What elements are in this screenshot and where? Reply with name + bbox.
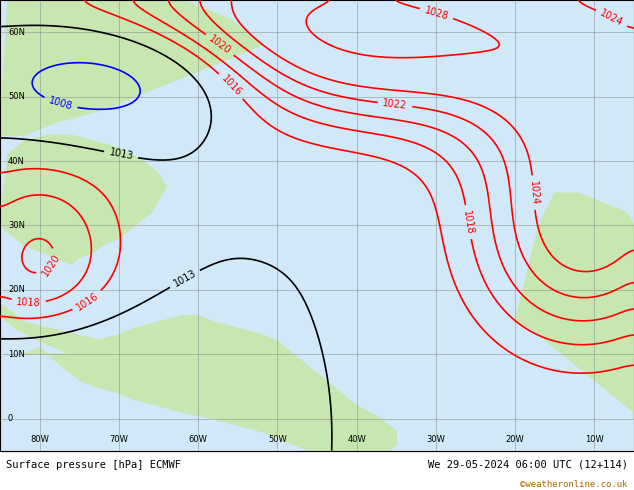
Text: 20W: 20W — [506, 435, 524, 444]
Text: 40W: 40W — [347, 435, 366, 444]
Text: 1022: 1022 — [382, 98, 408, 111]
Text: 60N: 60N — [8, 28, 25, 37]
Text: 80W: 80W — [30, 435, 49, 444]
Text: 30N: 30N — [8, 221, 25, 230]
Text: 1024: 1024 — [527, 180, 540, 205]
Text: 10N: 10N — [8, 350, 25, 359]
Text: Surface pressure [hPa] ECMWF: Surface pressure [hPa] ECMWF — [6, 460, 181, 469]
Text: 70W: 70W — [110, 435, 128, 444]
Text: 1020: 1020 — [207, 33, 233, 56]
Text: 1016: 1016 — [219, 74, 243, 98]
Text: 40N: 40N — [8, 156, 25, 166]
Text: 1013: 1013 — [172, 268, 198, 289]
Text: 1028: 1028 — [424, 5, 450, 22]
Text: 10W: 10W — [585, 435, 604, 444]
Text: 1024: 1024 — [598, 8, 625, 28]
Text: 20N: 20N — [8, 285, 25, 294]
Text: 1016: 1016 — [75, 291, 101, 312]
Text: 1020: 1020 — [40, 252, 62, 278]
Text: 0: 0 — [8, 414, 13, 423]
Text: 30W: 30W — [427, 435, 445, 444]
Text: ©weatheronline.co.uk: ©weatheronline.co.uk — [520, 480, 628, 489]
Text: 50W: 50W — [268, 435, 287, 444]
Polygon shape — [0, 135, 166, 264]
Text: 1008: 1008 — [48, 96, 74, 112]
Polygon shape — [515, 193, 634, 418]
Text: 1018: 1018 — [16, 297, 41, 308]
Polygon shape — [0, 283, 158, 361]
Polygon shape — [23, 316, 396, 451]
Text: 1018: 1018 — [462, 209, 476, 235]
Polygon shape — [0, 0, 261, 135]
Text: 1013: 1013 — [108, 147, 134, 162]
Text: 60W: 60W — [189, 435, 207, 444]
Text: 50N: 50N — [8, 92, 25, 101]
Text: We 29-05-2024 06:00 UTC (12+114): We 29-05-2024 06:00 UTC (12+114) — [428, 460, 628, 469]
